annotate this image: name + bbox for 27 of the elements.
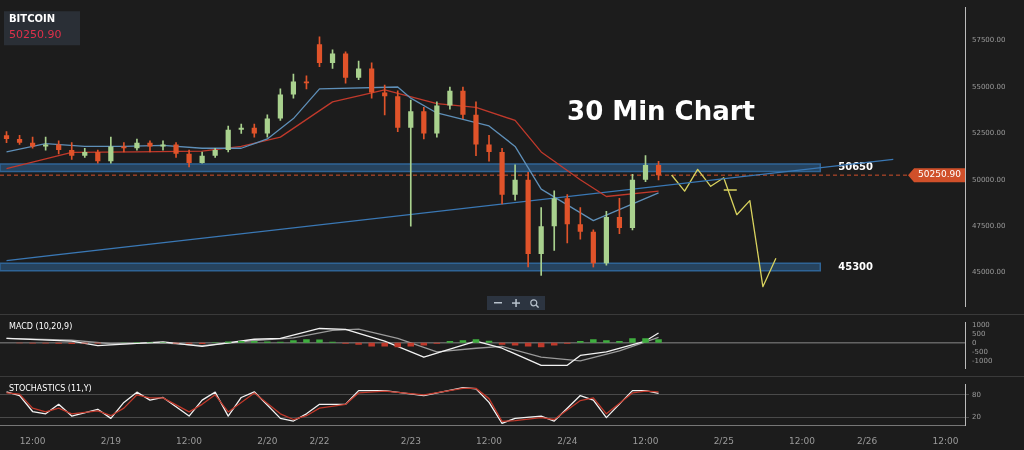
x-tick-label: 2/22: [309, 435, 330, 446]
candlestick: [121, 142, 127, 153]
x-tick-label: 2/23: [400, 435, 421, 446]
x-tick-label: 2/25: [713, 435, 734, 446]
text: 50250.90: [9, 27, 62, 41]
x-tick-label: 12:00: [476, 435, 503, 446]
x-tick-label: 12:00: [19, 435, 46, 446]
chart-title: STOCHASTICS (11,Y): [9, 384, 92, 394]
band-label: 50650: [838, 161, 874, 173]
candlestick: [408, 99, 414, 227]
x-tick-label: 2/19: [100, 435, 122, 446]
x-tick-label: 12:00: [176, 435, 203, 446]
candlestick: [147, 140, 153, 153]
x-tick-label: 12:00: [932, 435, 959, 446]
candlestick: [486, 134, 492, 162]
ref-line-label: 50250.90: [918, 169, 962, 180]
text: BITCOIN: [9, 12, 56, 24]
chart-title: MACD (10,20,9): [9, 322, 73, 332]
candlestick: [577, 207, 583, 240]
x-tick-label: 2/24: [557, 435, 578, 446]
band-label: 45300: [838, 260, 874, 272]
x-tick-label: 2/26: [857, 435, 878, 446]
x-tick-label: 12:00: [632, 435, 659, 446]
annotation: 30 Min Chart: [567, 96, 756, 127]
x-tick-label: 12:00: [789, 435, 816, 446]
x-tick-label: 2/20: [257, 435, 278, 446]
candlestick: [238, 123, 244, 134]
